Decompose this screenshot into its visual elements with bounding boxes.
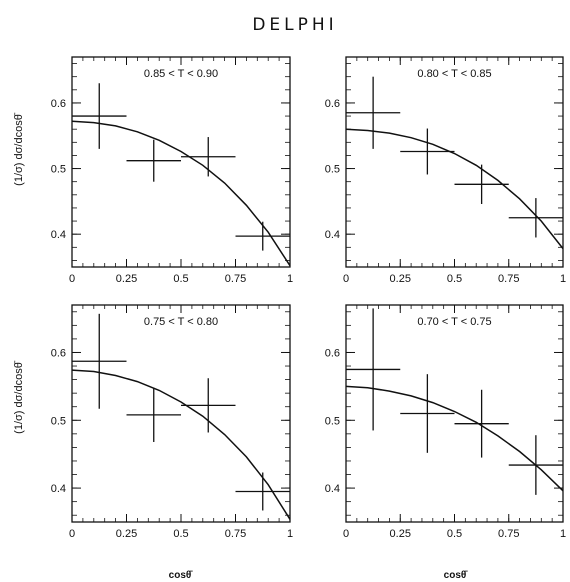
- data-point: [181, 378, 236, 433]
- x-tick-label: 0: [343, 528, 349, 540]
- x-tick-label: 0.75: [498, 273, 519, 285]
- x-axis-label-left: cosθ̄: [169, 570, 194, 581]
- x-tick-label: 1: [560, 273, 566, 285]
- data-point: [235, 472, 290, 511]
- x-tick-label: 0.5: [447, 273, 462, 285]
- y-axis-label-bottom: (1/σ) dσ/dcosθ̄: [13, 360, 25, 434]
- data-point: [126, 387, 181, 442]
- fit-curve: [71, 369, 291, 520]
- plot-frame: [71, 304, 291, 523]
- data-point: [346, 308, 401, 431]
- x-tick-label: 0.25: [390, 273, 411, 285]
- plot-frame: [345, 56, 564, 268]
- y-tick-label: 0.6: [51, 98, 66, 110]
- fit-curve: [345, 385, 564, 492]
- y-tick-label: 0.4: [325, 483, 340, 495]
- panel-label: 0.75 < T < 0.80: [144, 316, 218, 328]
- x-tick-label: 0: [69, 528, 75, 540]
- figure-title: DELPHI: [252, 15, 337, 35]
- data-point: [72, 83, 127, 149]
- fit-curve: [71, 120, 291, 267]
- chart-panel-1: 0 0.25 0.5 0.75 1 0.4 0.5 0.6 0.85 < T < 0.90: [51, 56, 293, 285]
- y-tick-label: 0.5: [325, 415, 340, 427]
- data-point: [72, 313, 127, 409]
- panel-label: 0.70 < T < 0.75: [417, 316, 491, 328]
- data-point: [400, 128, 455, 175]
- panel-label: 0.80 < T < 0.85: [417, 68, 491, 80]
- y-tick-label: 0.5: [51, 164, 66, 176]
- y-tick-label: 0.6: [325, 347, 340, 359]
- chart-panel-3: 0 0.25 0.5 0.75 1 0.4 0.5 0.6 0.75 < T < 0.80: [51, 304, 293, 540]
- panel-label: 0.85 < T < 0.90: [144, 68, 218, 80]
- data-point: [508, 435, 563, 495]
- data-point: [181, 137, 236, 177]
- y-axis-label-top: (1/σ) dσ/dcosθ̄: [13, 112, 25, 186]
- x-tick-label: 1: [287, 528, 293, 540]
- y-tick-label: 0.6: [325, 98, 340, 110]
- x-tick-label: 0.25: [116, 528, 137, 540]
- plot-frame: [71, 56, 291, 268]
- x-tick-label: 0: [69, 273, 75, 285]
- y-tick-label: 0.4: [325, 229, 340, 241]
- x-axis-label-right: cosθ̄: [444, 570, 469, 581]
- data-point: [454, 389, 509, 458]
- data-point: [454, 164, 509, 204]
- chart-panel-2: 0 0.25 0.5 0.75 1 0.4 0.5 0.6 0.80 < T < 0.85: [325, 56, 566, 285]
- x-tick-label: 0.75: [225, 528, 246, 540]
- y-tick-label: 0.5: [51, 415, 66, 427]
- y-tick-label: 0.5: [325, 164, 340, 176]
- data-point: [346, 76, 401, 149]
- x-tick-label: 1: [560, 528, 566, 540]
- x-tick-label: 0.5: [173, 528, 188, 540]
- x-tick-label: 0.25: [116, 273, 137, 285]
- data-point: [400, 374, 455, 453]
- x-tick-label: 0: [343, 273, 349, 285]
- fit-curve: [345, 128, 564, 250]
- chart-panel-4: 0 0.25 0.5 0.75 1 0.4 0.5 0.6 0.70 < T < 0.75: [325, 304, 566, 540]
- x-tick-label: 0.5: [447, 528, 462, 540]
- y-tick-label: 0.4: [51, 229, 66, 241]
- x-tick-label: 0.25: [390, 528, 411, 540]
- x-tick-label: 0.75: [225, 273, 246, 285]
- x-tick-label: 0.5: [173, 273, 188, 285]
- data-point: [508, 198, 563, 238]
- y-tick-label: 0.4: [51, 483, 66, 495]
- data-point: [235, 221, 290, 251]
- x-tick-label: 1: [287, 273, 293, 285]
- data-point: [126, 139, 181, 182]
- x-tick-label: 0.75: [498, 528, 519, 540]
- y-tick-label: 0.6: [51, 347, 66, 359]
